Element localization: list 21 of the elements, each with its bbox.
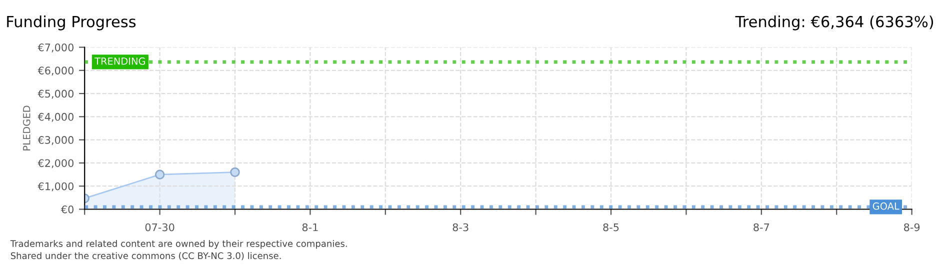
- text: Trademarks and related content are owned by their respective companies.: [10, 240, 347, 249]
- x-tick-label: 8-7: [754, 223, 770, 232]
- y-tick-label: €4,000: [38, 112, 74, 122]
- y-tick-label: €0: [60, 205, 74, 214]
- chart-title: Funding Progress: [7, 16, 136, 30]
- ref-line-label: TRENDING: [94, 57, 145, 65]
- x-tick-label: 8-9: [904, 223, 920, 232]
- chart-subtitle: Trending: €6,364 (6363%): [735, 16, 934, 30]
- y-tick-label: €6,000: [38, 66, 74, 76]
- y-tick-label: €7,000: [38, 43, 74, 52]
- y-axis-title: PLEDGED: [22, 106, 30, 150]
- x-tick-label: 8-5: [603, 223, 619, 232]
- x-tick-label: 8-1: [302, 223, 318, 232]
- y-tick-label: €3,000: [38, 136, 74, 145]
- text: Shared under the creative commons (CC BY-NC 3.0) license.: [10, 252, 281, 260]
- x-tick-label: 8-3: [452, 223, 468, 232]
- y-tick-label: €2,000: [38, 159, 74, 168]
- y-tick-label: €5,000: [38, 90, 74, 99]
- ref-line-label: GOAL: [872, 202, 900, 210]
- x-tick-label: 07-30: [145, 223, 174, 232]
- y-tick-label: €1,000: [38, 182, 74, 192]
